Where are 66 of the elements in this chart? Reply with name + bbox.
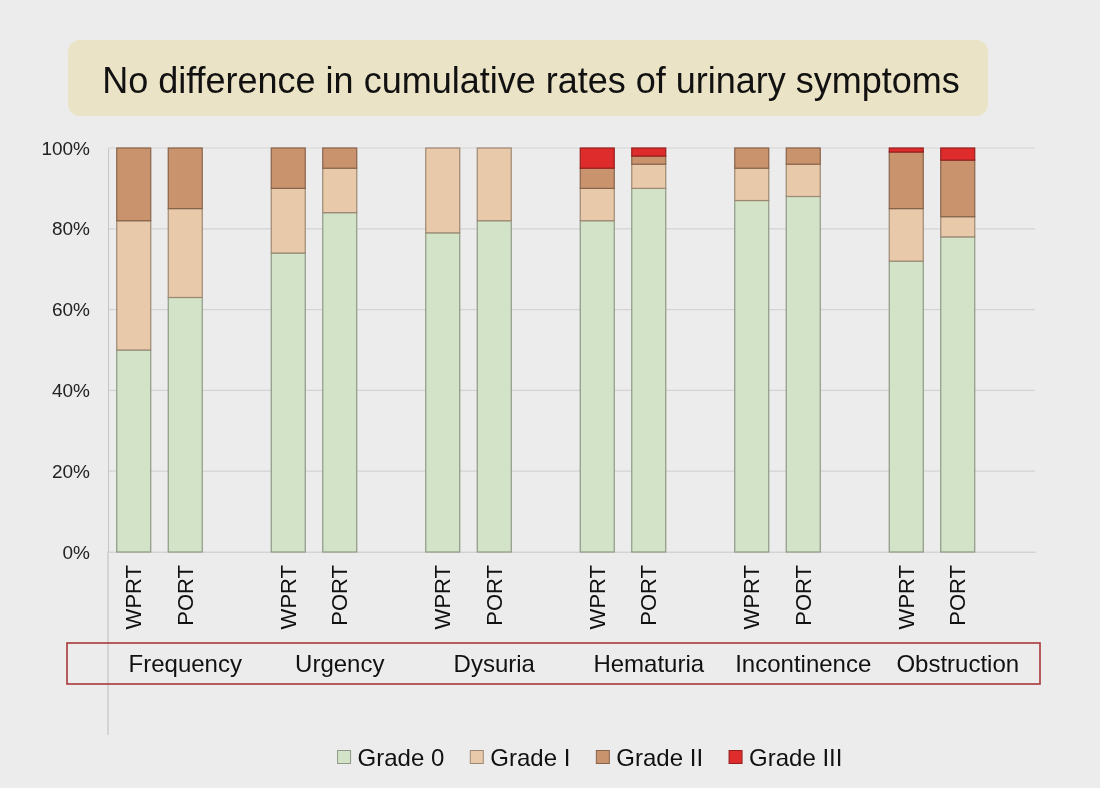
bar	[579, 167, 615, 189]
bar	[167, 296, 203, 553]
bar	[116, 220, 152, 351]
x-tick-label: PORT	[636, 565, 662, 626]
x-tick-label: PORT	[327, 565, 353, 626]
x-tick-label: PORT	[172, 565, 198, 626]
legend-label: Grade 0	[357, 743, 445, 771]
x-tick-label: WPRT	[739, 565, 765, 630]
bar	[734, 199, 770, 553]
bar	[888, 147, 924, 153]
bar	[631, 187, 667, 553]
bar	[940, 216, 976, 238]
bar	[579, 187, 615, 222]
x-tick-label: WPRT	[893, 565, 919, 630]
bar	[116, 349, 152, 553]
bar	[785, 195, 821, 553]
bar	[940, 159, 976, 218]
text: Hematuria	[593, 649, 705, 677]
text: Incontinence	[735, 649, 872, 677]
x-tick-label: WPRT	[275, 565, 301, 630]
bar	[270, 147, 306, 189]
bar	[734, 147, 770, 169]
legend-label: Grade III	[749, 743, 843, 771]
x-tick-label: WPRT	[121, 565, 147, 630]
bar	[940, 147, 976, 161]
bar	[476, 147, 512, 222]
y-tick-label: 60%	[51, 299, 91, 321]
legend-label: Grade II	[616, 743, 704, 771]
bar	[476, 220, 512, 553]
x-tick-label: WPRT	[584, 565, 610, 630]
chart-title: No difference in cumulative rates of urinary symptoms	[102, 59, 960, 101]
bar	[888, 151, 924, 210]
y-tick-label: 0%	[62, 541, 91, 563]
bar	[631, 163, 667, 189]
y-tick-label: 40%	[51, 379, 91, 401]
y-tick-label: 100%	[41, 137, 91, 159]
bar	[631, 147, 667, 157]
bar	[734, 167, 770, 202]
legend-label: Grade I	[490, 743, 571, 771]
bar	[167, 208, 203, 299]
y-tick-label: 20%	[51, 460, 91, 482]
bar	[116, 147, 152, 222]
text: Urgency	[295, 649, 385, 677]
bar	[888, 260, 924, 553]
text: Frequency	[128, 649, 242, 677]
bar	[270, 187, 306, 254]
bar	[270, 252, 306, 553]
x-tick-label: WPRT	[430, 565, 456, 630]
x-tick-label: PORT	[790, 565, 816, 626]
bar	[425, 232, 461, 553]
bar	[940, 236, 976, 553]
bar	[322, 167, 358, 214]
bar	[167, 147, 203, 210]
bar	[888, 208, 924, 262]
bar	[579, 147, 615, 169]
text: Dysuria	[453, 649, 536, 677]
text: Obstruction	[896, 649, 1020, 677]
x-tick-label: PORT	[481, 565, 507, 626]
y-tick-label: 80%	[51, 218, 91, 240]
bar	[425, 147, 461, 234]
x-tick-label: PORT	[945, 565, 971, 626]
bar	[579, 220, 615, 553]
bar	[322, 212, 358, 553]
bar	[322, 147, 358, 169]
bar	[785, 163, 821, 198]
bar	[785, 147, 821, 165]
